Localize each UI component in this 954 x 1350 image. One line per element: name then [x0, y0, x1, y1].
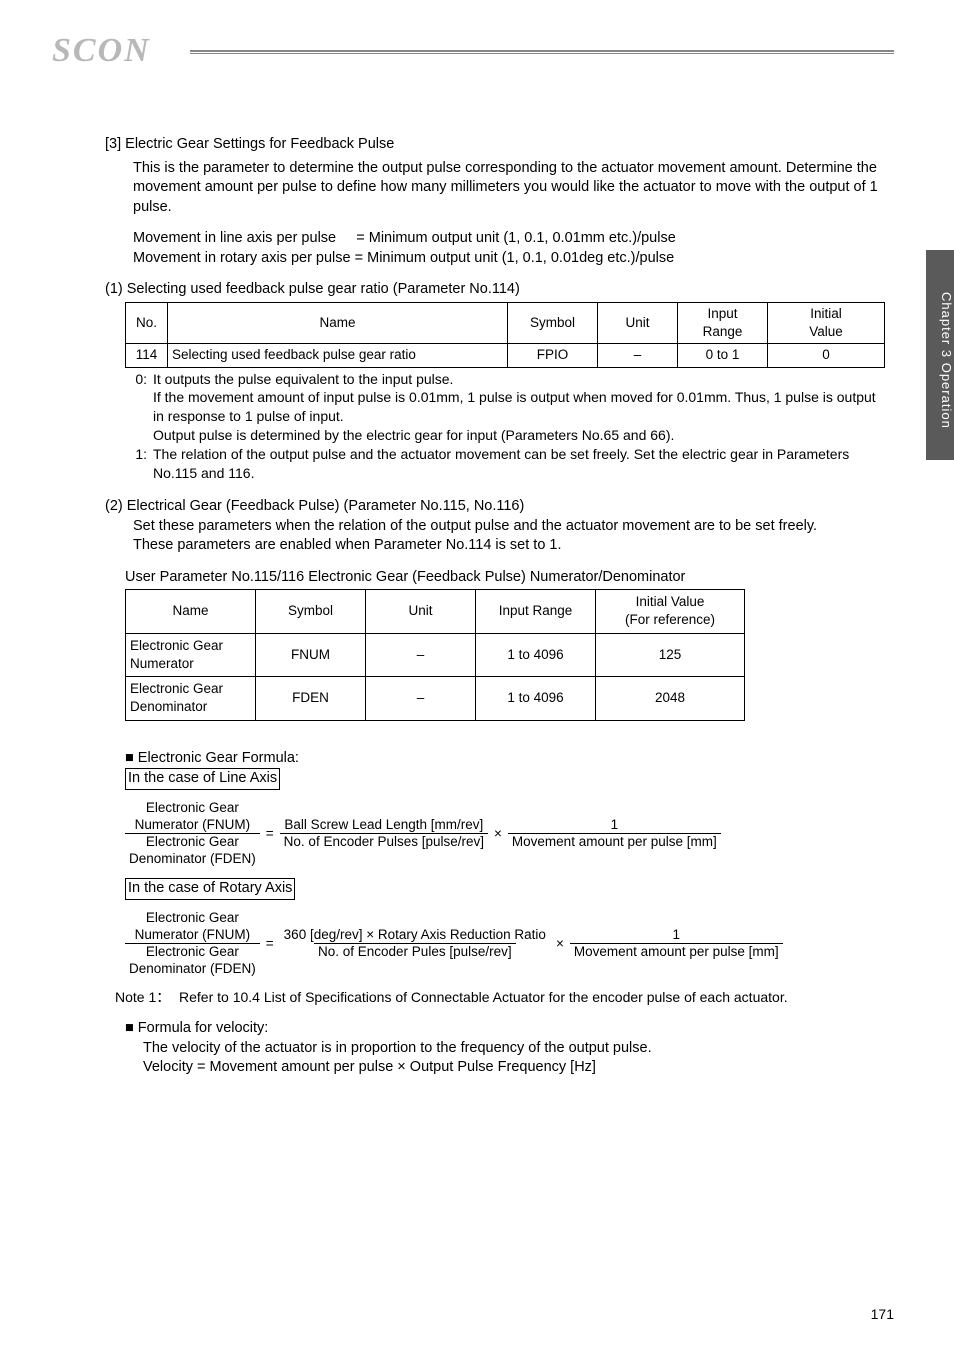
- th: Input Range: [476, 590, 596, 633]
- header-rule: [190, 50, 894, 54]
- section-intro: This is the parameter to determine the o…: [133, 159, 885, 218]
- table-row: Name Symbol Unit Input Range Initial Val…: [126, 590, 745, 633]
- td: –: [598, 344, 678, 367]
- frac-den: No. of Encoder Pules [pulse/rev]: [314, 943, 516, 961]
- td: Electronic Gear Denominator: [126, 677, 256, 720]
- note-1: Note 1： Refer to 10.4 List of Specificat…: [115, 988, 885, 1007]
- chapter-tab: Chapter 3 Operation: [926, 250, 954, 460]
- note-line: It outputs the pulse equivalent to the i…: [153, 371, 453, 387]
- note-line: If the movement amount of input pulse is…: [153, 389, 876, 424]
- formula-rotary-axis: Electronic Gear Numerator (FNUM) Electro…: [125, 910, 885, 979]
- note-line: Output pulse is determined by the electr…: [153, 427, 674, 443]
- note-text: Refer to 10.4 List of Specifications of …: [179, 988, 788, 1007]
- frac-num: 360 [deg/rev] × Rotary Axis Reduction Ra…: [280, 927, 550, 944]
- frac-rhs: 1 Movement amount per pulse [mm]: [508, 817, 721, 852]
- frac-num: 1: [669, 927, 685, 944]
- frac-den: Electronic Gear Denominator (FDEN): [125, 833, 260, 868]
- frac-lhs: Electronic Gear Numerator (FNUM) Electro…: [125, 910, 260, 979]
- table-row: 114 Selecting used feedback pulse gear r…: [126, 344, 885, 367]
- param-table-114: No. Name Symbol Unit Input Range Initial…: [125, 302, 885, 368]
- th-initial: Initial Value: [768, 302, 885, 343]
- td: 2048: [596, 677, 745, 720]
- movement-line: Movement in line axis per pulse = Minimu…: [133, 229, 885, 249]
- td: 0 to 1: [678, 344, 768, 367]
- td: 0: [768, 344, 885, 367]
- formula-line-axis: Electronic Gear Numerator (FNUM) Electro…: [125, 800, 885, 869]
- td: FPIO: [508, 344, 598, 367]
- velocity-title: ■ Formula for velocity:: [125, 1019, 885, 1039]
- value-notes: 0: It outputs the pulse equivalent to th…: [125, 370, 885, 483]
- frac-den: Electronic Gear Denominator (FDEN): [125, 943, 260, 978]
- sub2-p1: Set these parameters when the relation o…: [133, 517, 885, 537]
- times: ×: [488, 825, 508, 843]
- note-label: Note 1：: [115, 988, 179, 1007]
- th: Unit: [366, 590, 476, 633]
- th: Initial Value (For reference): [596, 590, 745, 633]
- td: 125: [596, 633, 745, 676]
- times: ×: [550, 935, 570, 953]
- frac-mid: Ball Screw Lead Length [mm/rev] No. of E…: [280, 817, 488, 852]
- sub1-title: (1) Selecting used feedback pulse gear r…: [105, 280, 885, 300]
- td: 1 to 4096: [476, 677, 596, 720]
- page-number: 171: [871, 1306, 894, 1322]
- sub2-title: (2) Electrical Gear (Feedback Pulse) (Pa…: [105, 497, 885, 517]
- note-num: 1:: [125, 445, 153, 483]
- table-caption: User Parameter No.115/116 Electronic Gea…: [125, 568, 885, 588]
- td: 114: [126, 344, 168, 367]
- formula-title: ■ Electronic Gear Formula:: [125, 749, 885, 769]
- th-symbol: Symbol: [508, 302, 598, 343]
- velocity-p2: Velocity = Movement amount per pulse × O…: [143, 1058, 885, 1078]
- th: Symbol: [256, 590, 366, 633]
- td: Selecting used feedback pulse gear ratio: [168, 344, 508, 367]
- frac-lhs: Electronic Gear Numerator (FNUM) Electro…: [125, 800, 260, 869]
- frac-num: Electronic Gear Numerator (FNUM): [131, 910, 255, 944]
- th-unit: Unit: [598, 302, 678, 343]
- td: –: [366, 677, 476, 720]
- table-row: Electronic Gear Denominator FDEN – 1 to …: [126, 677, 745, 720]
- frac-den: Movement amount per pulse [mm]: [508, 833, 721, 851]
- frac-num: Ball Screw Lead Length [mm/rev]: [280, 817, 487, 834]
- logo: SCON: [52, 32, 151, 70]
- th-name: Name: [168, 302, 508, 343]
- th-no: No.: [126, 302, 168, 343]
- case-label-line: In the case of Line Axis: [125, 768, 280, 790]
- param-table-115-116: Name Symbol Unit Input Range Initial Val…: [125, 589, 745, 720]
- case-label-rotary: In the case of Rotary Axis: [125, 878, 295, 900]
- section-title: [3] Electric Gear Settings for Feedback …: [105, 135, 885, 155]
- equals: =: [260, 825, 280, 843]
- movement-rotary: Movement in rotary axis per pulse = Mini…: [133, 249, 885, 269]
- frac-rhs: 1 Movement amount per pulse [mm]: [570, 927, 783, 962]
- frac-den: Movement amount per pulse [mm]: [570, 943, 783, 961]
- th-range: Input Range: [678, 302, 768, 343]
- td: 1 to 4096: [476, 633, 596, 676]
- frac-num: 1: [607, 817, 623, 834]
- frac-den: No. of Encoder Pulses [pulse/rev]: [280, 833, 488, 851]
- note-text: The relation of the output pulse and the…: [153, 445, 885, 483]
- sub2-p2: These parameters are enabled when Parame…: [133, 536, 885, 556]
- td: Electronic Gear Numerator: [126, 633, 256, 676]
- td: FNUM: [256, 633, 366, 676]
- note-text: It outputs the pulse equivalent to the i…: [153, 370, 885, 446]
- table-row: No. Name Symbol Unit Input Range Initial…: [126, 302, 885, 343]
- equals: =: [260, 935, 280, 953]
- td: –: [366, 633, 476, 676]
- frac-num: Electronic Gear Numerator (FNUM): [131, 800, 255, 834]
- table-row: Electronic Gear Numerator FNUM – 1 to 40…: [126, 633, 745, 676]
- note-num: 0:: [125, 370, 153, 446]
- page-content: [3] Electric Gear Settings for Feedback …: [105, 135, 885, 1078]
- th: Name: [126, 590, 256, 633]
- td: FDEN: [256, 677, 366, 720]
- frac-mid: 360 [deg/rev] × Rotary Axis Reduction Ra…: [280, 927, 550, 962]
- velocity-p1: The velocity of the actuator is in propo…: [143, 1039, 885, 1059]
